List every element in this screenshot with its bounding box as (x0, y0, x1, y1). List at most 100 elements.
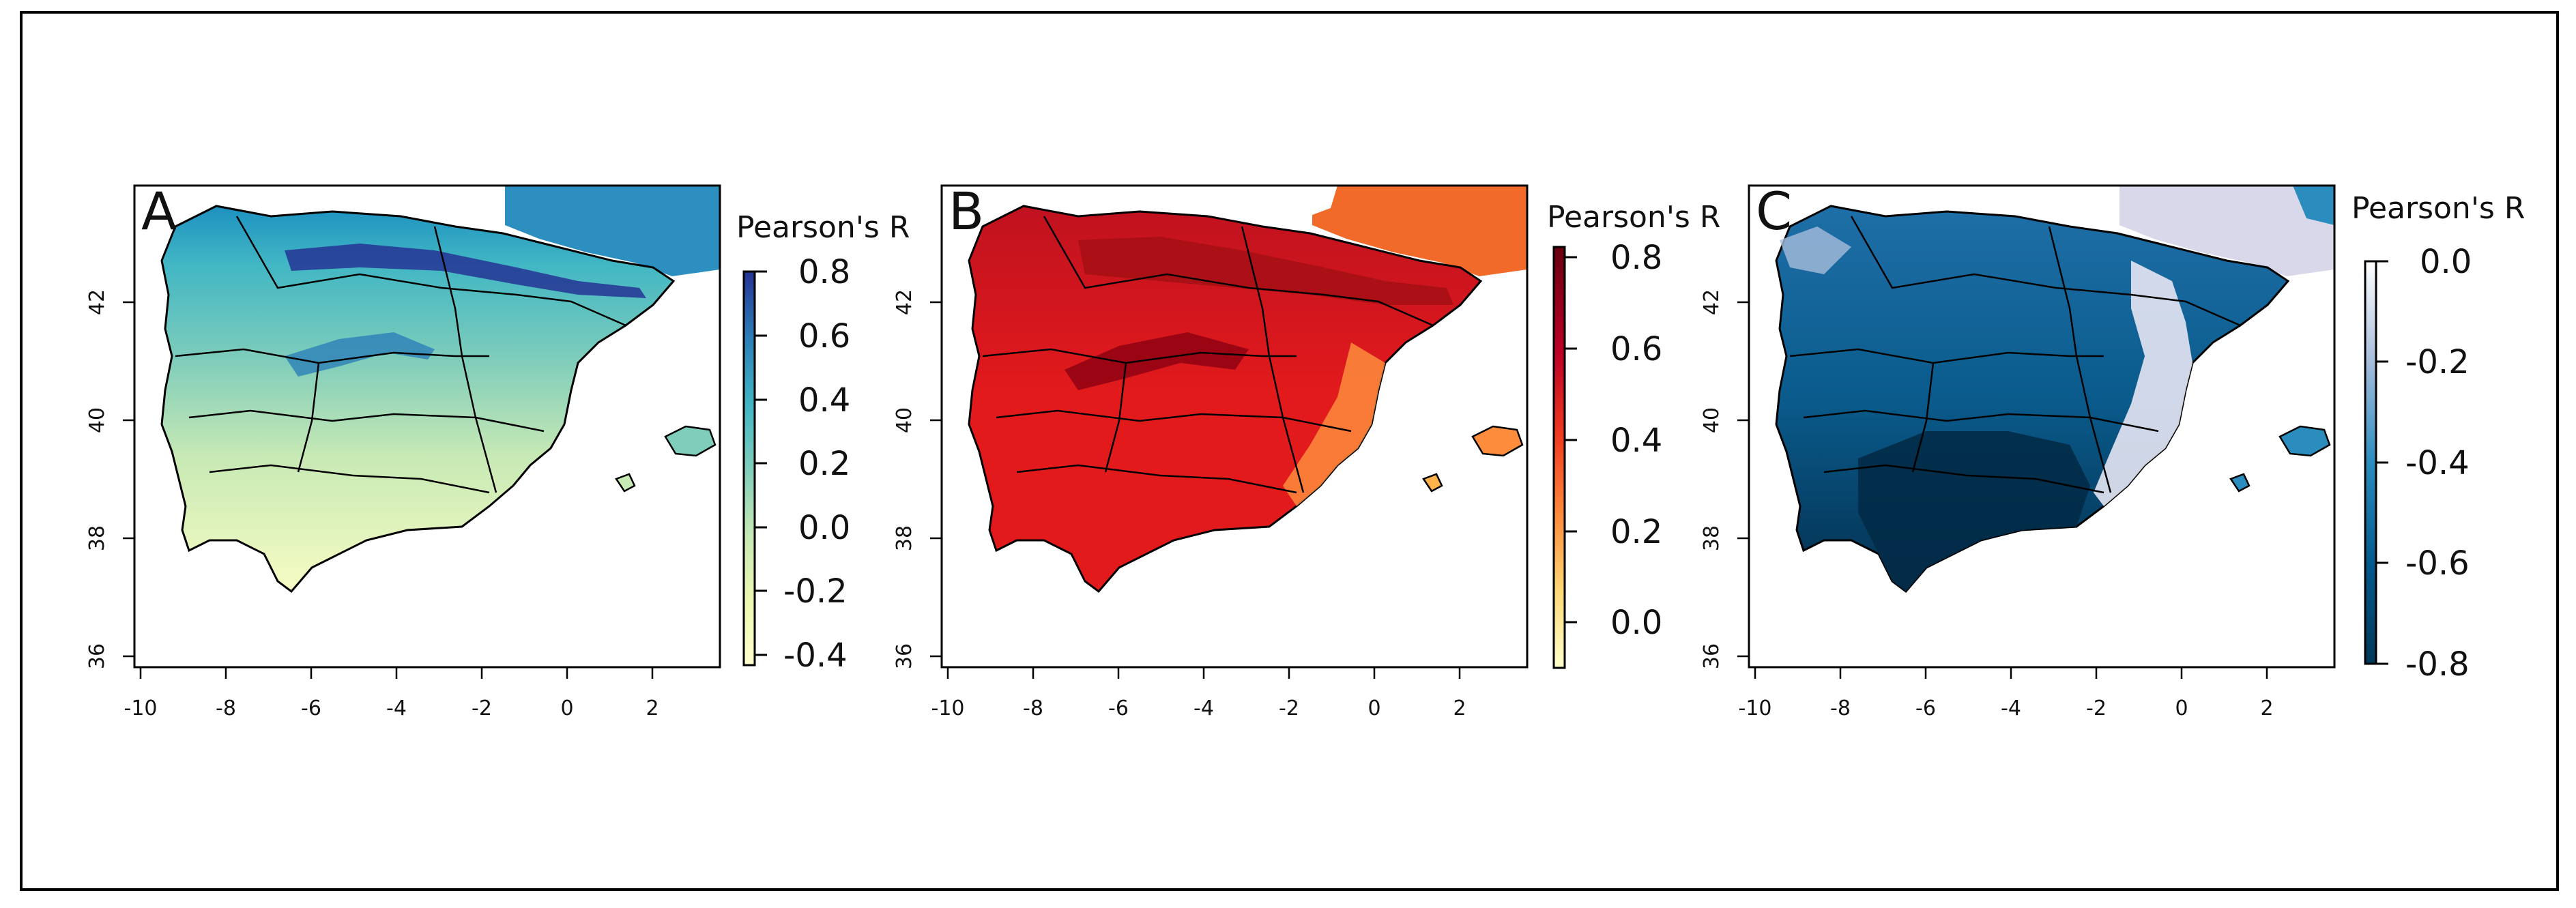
x-tick-label: 0 (560, 697, 573, 720)
panel-b-legend-title: Pearson's R (1547, 200, 1720, 235)
panel-c-northwest-light (1780, 226, 1851, 274)
x-tick-label: 2 (2260, 697, 2273, 720)
y-tick-label: 38 (1700, 525, 1724, 551)
x-tick-label: -2 (1279, 697, 1299, 720)
panel-c-balearic-mallorca (2278, 425, 2331, 457)
panel-b-y-tick-labels: 36 38 40 42 (893, 289, 916, 669)
panel-c-map (1775, 186, 2334, 594)
panel-b-balearic-mallorca (1471, 425, 1524, 457)
legend-tick-label: -0.8 (2405, 645, 2470, 684)
panel-b-east-coast (1283, 342, 1385, 506)
panel-c-france-region (2119, 186, 2334, 276)
legend-tick-label: -0.4 (783, 636, 848, 675)
legend-tick-label: -0.4 (2405, 444, 2470, 482)
y-tick-label: 40 (1700, 407, 1724, 433)
x-tick-label: -10 (124, 697, 158, 720)
x-tick-label: -10 (1739, 697, 1772, 720)
legend-tick-label: 0.4 (1610, 422, 1662, 460)
panel-c-y-tick-labels: 36 38 40 42 (1700, 289, 1724, 669)
panel-b-map (968, 186, 1527, 594)
legend-tick-label: 0.2 (1610, 513, 1662, 551)
legend-tick-label: -0.2 (2405, 343, 2470, 381)
panel-c-legend-title: Pearson's R (2351, 191, 2525, 226)
x-tick-label: -10 (931, 697, 965, 720)
legend-tick-label: -0.2 (783, 572, 848, 611)
panel-b-north-dark (1078, 237, 1453, 305)
x-tick-label: -4 (1193, 697, 1214, 720)
legend-tick-label: 0.2 (798, 445, 850, 483)
x-tick-label: -2 (2086, 697, 2107, 720)
panel-a-iberia-landmass (160, 205, 676, 594)
legend-tick-label: 0.6 (798, 317, 850, 355)
x-tick-label: -6 (301, 697, 321, 720)
y-tick-label: 36 (85, 643, 109, 669)
y-tick-label: 42 (893, 289, 916, 315)
panel-a-y-axis (123, 301, 134, 658)
x-tick-label: 0 (2175, 697, 2188, 720)
legend-tick-label: 0.4 (798, 381, 850, 420)
x-tick-label: -4 (2001, 697, 2021, 720)
panel-b-legend: Pearson's R 0.8 0.6 0.4 0.2 0.0 (1547, 200, 1720, 669)
panel-b-colorbar (1552, 246, 1566, 669)
panel-b-central-dark (1065, 332, 1249, 390)
panel-b-balearic-ibiza (1422, 473, 1443, 493)
panel-a-balearic-mallorca (664, 425, 717, 457)
panel-c-balearic-ibiza (2229, 473, 2251, 493)
y-tick-label: 42 (1700, 289, 1724, 315)
y-tick-label: 40 (85, 407, 109, 433)
x-tick-label: -4 (386, 697, 407, 720)
panel-b-frame (940, 184, 1529, 669)
panel-b-france-white (1312, 186, 1337, 215)
panel-b-x-tick-labels: -10 -8 -6 -4 -2 0 2 (931, 697, 1466, 720)
panel-b-x-axis (946, 667, 1461, 679)
panel-a-x-tick-labels: -10 -8 -6 -4 -2 0 2 (124, 697, 659, 720)
panel-c-frame (1748, 184, 2336, 669)
panel-a-letter: A (141, 181, 177, 241)
y-tick-label: 40 (893, 407, 916, 433)
x-tick-label: -8 (216, 697, 236, 720)
x-tick-label: -2 (472, 697, 492, 720)
legend-tick-label: 0.8 (1610, 239, 1662, 277)
y-tick-label: 36 (1700, 643, 1724, 669)
x-tick-label: -6 (1915, 697, 1936, 720)
y-tick-label: 42 (85, 289, 109, 315)
panel-c-south-dark (1858, 431, 2090, 591)
panel-a-legend: Pearson's R 0.8 0.6 0.4 0.2 0.0 -0.2 -0.… (736, 210, 910, 675)
x-tick-label: 0 (1367, 697, 1380, 720)
y-tick-label: 36 (893, 643, 916, 669)
panel-b-y-axis (930, 301, 942, 658)
x-tick-label: -8 (1830, 697, 1851, 720)
panel-c-east-light (2094, 261, 2193, 506)
legend-tick-label: 0.8 (798, 253, 850, 291)
panel-a-colorbar (742, 270, 756, 667)
legend-tick-label: 0.0 (2420, 243, 2472, 281)
panel-c: C -10 -8 -6 -4 -2 0 2 36 38 40 42 Pearso… (1700, 181, 2525, 720)
panel-b: B -10 -8 -6 -4 -2 0 2 36 38 40 42 Pearso… (893, 181, 1720, 720)
legend-tick-label: 0.0 (1610, 604, 1662, 642)
panel-a-central-band (285, 332, 435, 377)
panel-a-legend-title: Pearson's R (736, 210, 910, 245)
x-tick-label: 2 (646, 697, 659, 720)
panel-c-x-tick-labels: -10 -8 -6 -4 -2 0 2 (1739, 697, 2274, 720)
panel-a-north-band (285, 244, 646, 298)
panel-c-x-axis (1754, 667, 2268, 679)
legend-tick-label: 0.6 (1610, 330, 1662, 368)
panel-c-y-axis (1737, 301, 1749, 658)
panel-a-map (160, 186, 720, 594)
panel-b-letter: B (949, 181, 984, 241)
panel-c-colorbar (2364, 260, 2377, 665)
panel-a-balearic-ibiza (615, 473, 636, 493)
legend-tick-label: 0.0 (798, 509, 850, 547)
panel-b-france-region (1312, 186, 1527, 276)
panel-c-legend: Pearson's R 0.0 -0.2 -0.4 -0.6 -0.8 (2351, 191, 2525, 684)
panel-a-y-tick-labels: 36 38 40 42 (85, 289, 109, 669)
panel-c-letter: C (1756, 181, 1792, 241)
panel-a-france-region (505, 186, 720, 276)
panel-a: A -10 -8 -6 -4 -2 0 2 36 38 40 42 Pearso… (85, 181, 910, 720)
y-tick-label: 38 (893, 525, 916, 551)
x-tick-label: 2 (1453, 697, 1466, 720)
x-tick-label: -6 (1108, 697, 1129, 720)
panel-b-iberia-landmass (968, 205, 1483, 594)
legend-tick-label: -0.6 (2405, 544, 2470, 583)
